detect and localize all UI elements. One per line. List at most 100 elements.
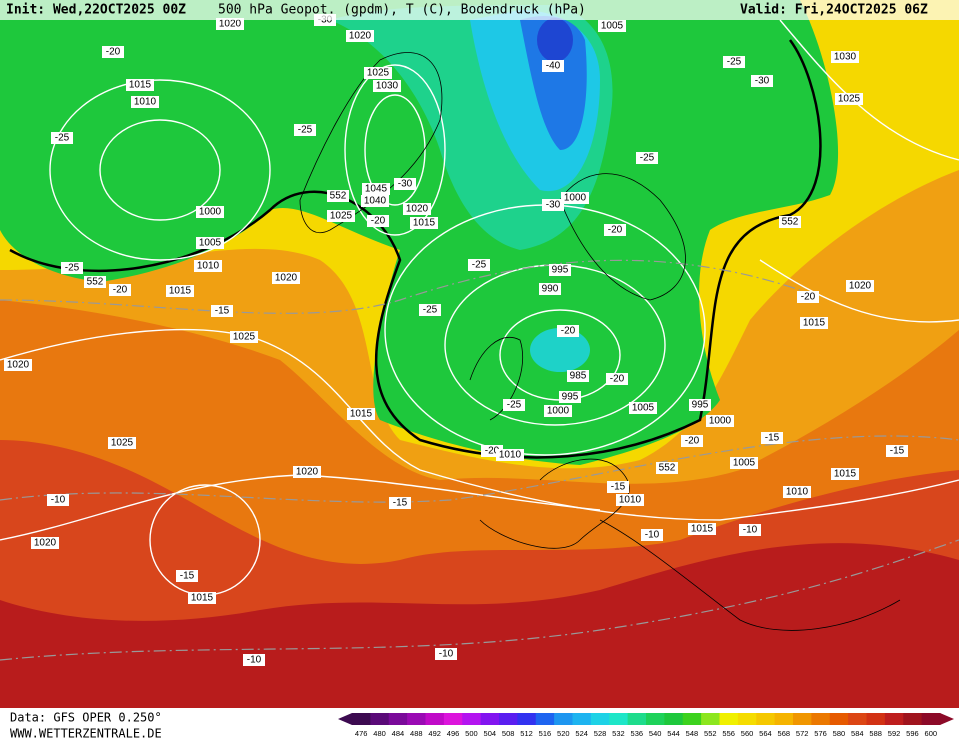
colorbar-swatch [774,713,794,725]
contour-label: -20 [608,225,623,236]
colorbar-label: 492 [428,729,441,738]
colorbar-label: 580 [833,729,846,738]
label-box [846,280,874,292]
contour-label: 1000 [199,207,222,218]
contour-label: 1025 [111,438,134,449]
label-box [604,224,626,236]
contour-label: -20 [685,436,700,447]
label-box [779,216,801,228]
contour-label: 1015 [169,286,192,297]
label-box [542,60,564,72]
colorbar-swatch [499,713,518,725]
colorbar-label: 476 [355,729,368,738]
colorbar-swatch [646,713,665,725]
label-box [243,654,265,666]
label-box [751,75,773,87]
label-box [831,468,859,480]
label-box [567,370,589,382]
label-box [47,494,69,506]
contour-label: -25 [640,153,655,164]
colorbar-label: 548 [686,729,699,738]
label-box [367,215,389,227]
label-box [539,283,561,295]
colorbar-swatch [921,713,941,725]
contour-label: 1025 [367,68,390,79]
init-time: Init: Wed,22OCT2025 00Z [6,3,186,18]
contour-label: 552 [87,277,104,288]
label-box [783,486,811,498]
colorbar-label: 584 [851,729,864,738]
contour-label: -20 [106,47,121,58]
colorbar-swatch [737,713,757,725]
contour-label: -25 [65,263,80,274]
colorbar-swatch [811,713,831,725]
isotherms [0,259,959,661]
contour-552 [9,39,822,459]
contour-label: 1010 [786,487,809,498]
contour-label: -20 [610,374,625,385]
contour-label: 995 [552,265,569,276]
contour-label: -30 [546,200,561,211]
label-box [688,523,716,535]
colorbar-label: 480 [373,729,386,738]
contour-label: 1020 [849,281,872,292]
contour-label: 1005 [733,458,756,469]
contour-label: 1015 [191,593,214,604]
colorbar-label: 540 [649,729,662,738]
colorbar-swatch [664,713,684,725]
contour-label: -15 [890,446,905,457]
colorbar-label: 592 [888,729,901,738]
contour-label: 1015 [129,80,152,91]
label-box [188,592,216,604]
label-box [389,497,411,509]
colorbar-label: 560 [741,729,754,738]
colorbar: 476 480 484 488 492 496 500 504 508 512 516 520 524 5… [338,713,954,738]
data-source: Data: GFS OPER 0.250° [10,711,162,725]
contour-label: -20 [801,292,816,303]
colorbar-swatch [370,713,390,725]
contour-label: 995 [692,400,709,411]
contour-label: 1000 [547,406,570,417]
label-box [362,183,390,195]
contour-label: -25 [507,400,522,411]
colorbar-swatch [407,713,426,725]
contour-label: -15 [765,433,780,444]
label-box [606,373,628,385]
contour-label: -25 [472,260,487,271]
contour-label: 1030 [834,52,857,63]
label-box [31,537,59,549]
label-box [272,272,300,284]
colorbar-swatch [627,713,647,725]
label-box [723,56,745,68]
contour-label: 1030 [376,81,399,92]
colorbar-label: 516 [539,729,552,738]
label-box [831,51,859,63]
colorbar-label: 596 [906,729,919,738]
contour-label: 1025 [233,332,256,343]
label-box [410,217,438,229]
contour-label: 1010 [197,261,220,272]
contour-label: -25 [55,133,70,144]
contour-label: -20 [371,216,386,227]
colorbar-label: 536 [631,729,644,738]
colorbar-swatch [701,713,720,725]
colorbar-swatch [480,713,500,725]
colorbar-swatch [793,713,812,725]
map-labels: 1020 -30 1020 1005 -20 -40 -25 1030 1015 1025 1030… [4,14,908,666]
contour-label: -10 [51,495,66,506]
label-box [629,402,657,414]
contour-label: -25 [298,125,313,136]
contour-label: 1020 [7,360,30,371]
label-box [166,285,194,297]
colorbar-label: 520 [557,729,570,738]
colorbar-label: 496 [447,729,460,738]
contour-label: -30 [398,179,413,190]
label-box [364,67,392,79]
label-box [216,18,244,30]
label-box [636,152,658,164]
label-box [496,449,524,461]
label-box [347,408,375,420]
label-box [681,435,703,447]
label-box [886,445,908,457]
contour-label: -10 [439,649,454,660]
